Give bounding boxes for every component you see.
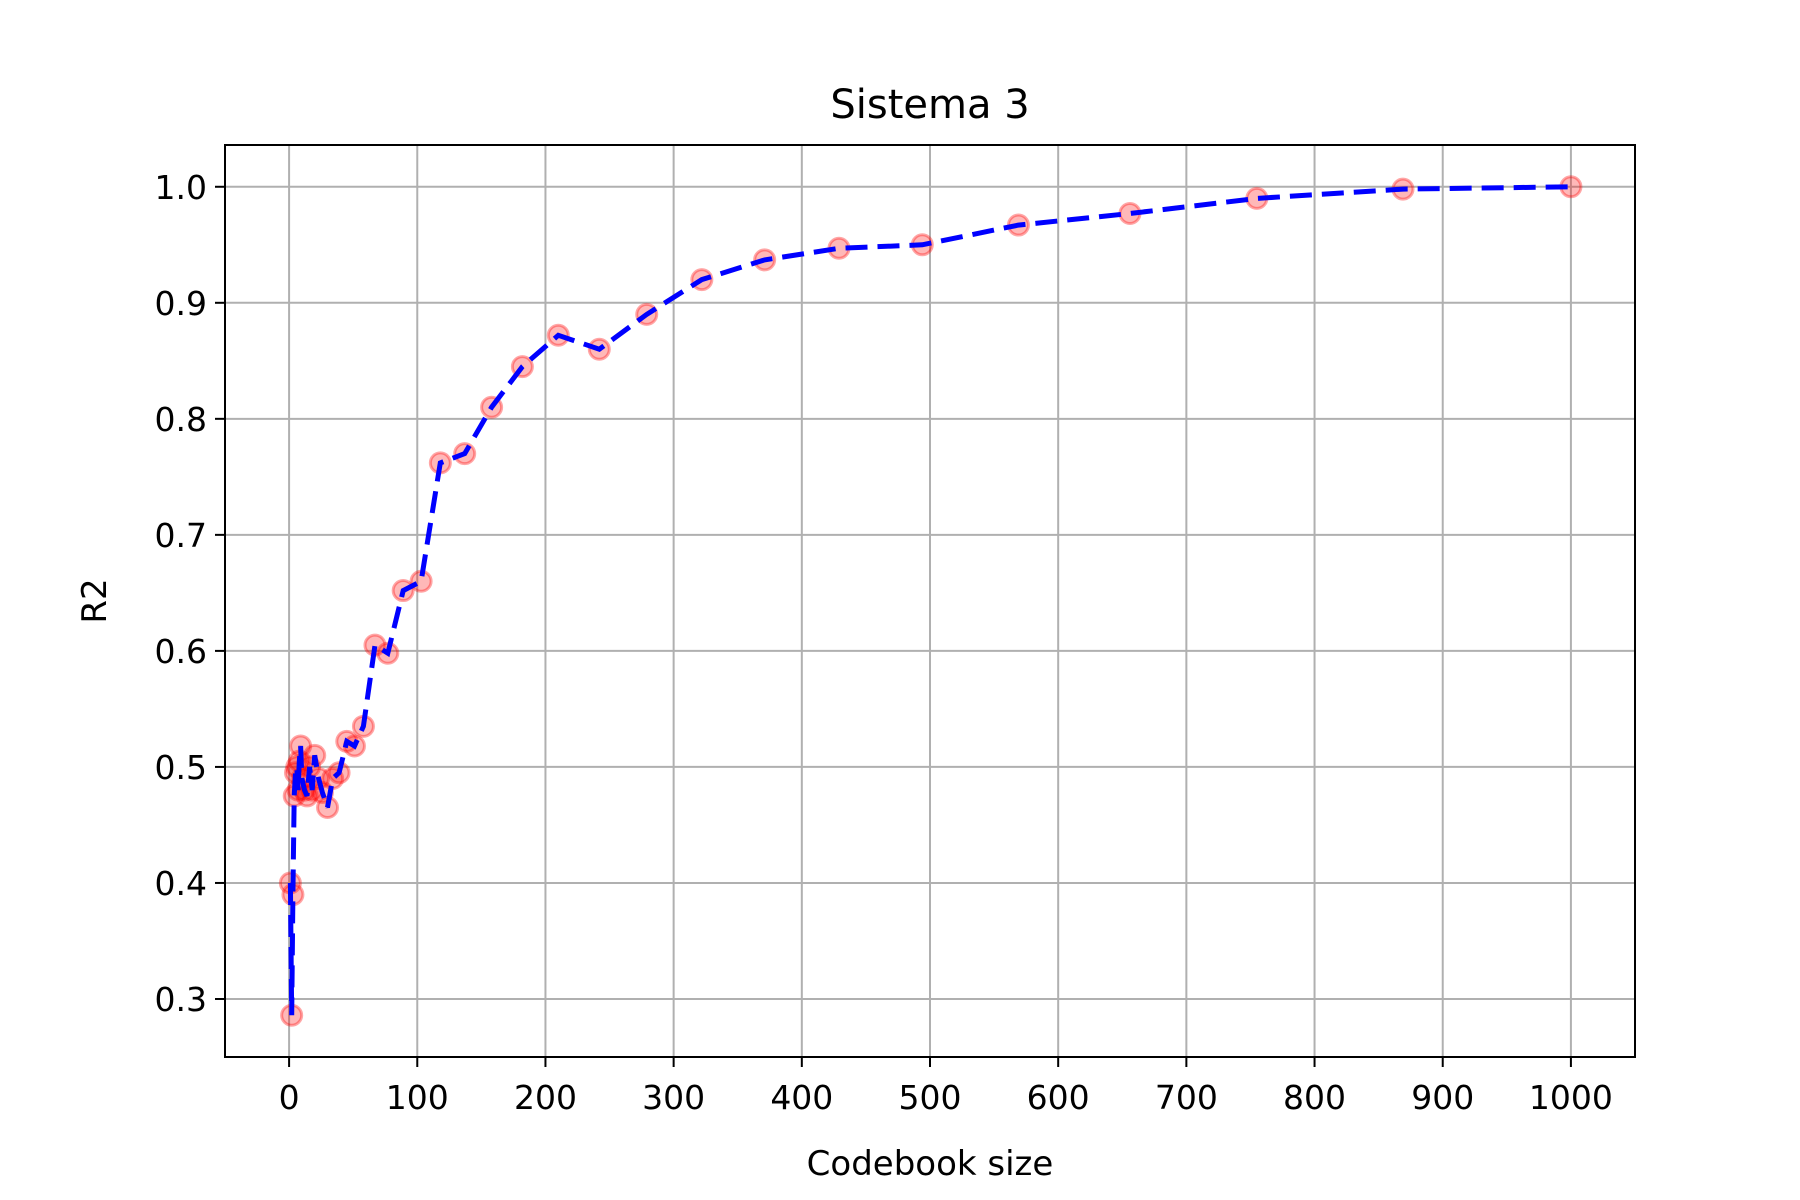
- y-tick-label: 1.0: [155, 168, 207, 207]
- y-tick-label: 0.3: [155, 980, 207, 1019]
- x-tick-label: 300: [642, 1078, 705, 1117]
- x-tick-label: 200: [514, 1078, 577, 1117]
- x-tick-label: 1000: [1529, 1078, 1613, 1117]
- y-axis-label: R2: [75, 578, 115, 623]
- x-tick-label: 400: [770, 1078, 833, 1117]
- y-tick-label: 0.8: [155, 400, 207, 439]
- x-tick-label: 600: [1027, 1078, 1090, 1117]
- grid-layer: [225, 145, 1635, 1057]
- x-tick-label: 0: [279, 1078, 300, 1117]
- y-tick-label: 0.4: [155, 864, 207, 903]
- chart-title: Sistema 3: [830, 82, 1029, 128]
- series-line: [287, 184, 1571, 1016]
- tick-layer: 0 100 200 300 400 500 600 700 800 900 1000 0.3 0.4 0.…: [155, 168, 1613, 1117]
- series-layer: [278, 175, 1583, 1027]
- x-axis-label: Codebook size: [807, 1144, 1054, 1184]
- x-tick-label: 100: [386, 1078, 449, 1117]
- x-tick-label: 800: [1283, 1078, 1346, 1117]
- x-tick-label: 700: [1155, 1078, 1218, 1117]
- y-tick-label: 0.9: [155, 284, 207, 323]
- y-tick-label: 0.5: [155, 748, 207, 787]
- y-tick-label: 0.6: [155, 632, 207, 671]
- x-tick-label: 500: [899, 1078, 962, 1117]
- x-tick-label: 900: [1411, 1078, 1474, 1117]
- y-tick-label: 0.7: [155, 516, 207, 555]
